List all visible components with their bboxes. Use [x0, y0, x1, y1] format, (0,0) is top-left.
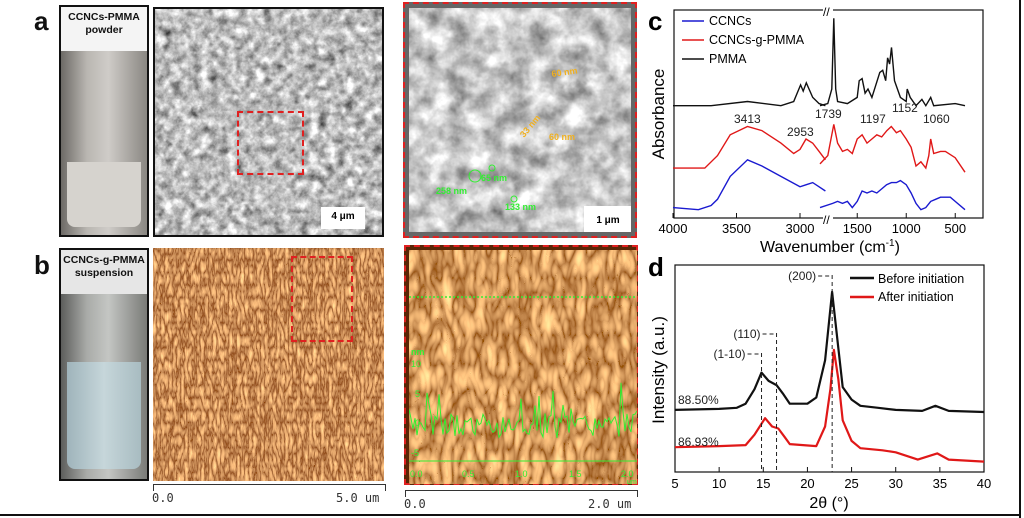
profile-xtick: 0.5 [462, 469, 475, 479]
afm-image-zoomed: nm 10 5 0 -5 0.0 0.5 1.0 1.5 2.0 μm [404, 245, 638, 485]
x-tick-label: 3500 [722, 221, 751, 236]
suspension-fill [67, 362, 141, 469]
crystallinity-label: 88.50% [678, 393, 719, 407]
plot-frame-d [674, 264, 985, 473]
profile-ytick: 5 [415, 389, 420, 399]
series-line-ccncs-g-pmma [819, 124, 966, 173]
x-tick-label: 5 [671, 476, 678, 491]
x-tick-label: 25 [844, 476, 858, 491]
scale-start: 0.0 [404, 497, 426, 511]
scale-start: 0.0 [152, 491, 174, 505]
vial-caption: CCNCs-PMMA powder [61, 7, 147, 51]
scale-bracket [405, 490, 638, 497]
height-profile: nm 10 5 0 -5 0.0 0.5 1.0 1.5 2.0 μm [409, 250, 637, 484]
series-line-pmma [673, 80, 826, 107]
legend-pmma: PMMA [709, 52, 747, 66]
profile-xtick: 1.0 [515, 469, 528, 479]
sem-image-zoomed: 60 nm 33 nm 60 nm 258 nm 65 nm 133 nm 1 … [403, 2, 637, 238]
profile-xtick: 1.5 [569, 469, 582, 479]
x-tick-label: 35 [933, 476, 947, 491]
scale-end: 2.0 um [588, 497, 632, 511]
zoom-region-box [237, 111, 304, 175]
size-annotation: 60 nm [549, 132, 575, 142]
legend-before-initiation: Before initiation [878, 272, 964, 286]
y-axis-label-d: Intensity (a.u.) [649, 316, 668, 424]
powder-fill [67, 162, 141, 227]
charts-area: c 4000 3500 3000 1500 1000 500 // // Wavenumb… [648, 5, 991, 512]
x-tick-label: 10 [712, 476, 726, 491]
profile-xtick: 2.0 [621, 469, 634, 479]
y-axis-label-c: Absorbance [649, 69, 668, 160]
size-annotation: 65 nm [481, 173, 507, 183]
series-line-before-initiation [674, 290, 985, 414]
zoom-region-box [291, 256, 353, 342]
peak-annotation: 2953 [787, 125, 814, 139]
legend-after-initiation: After initiation [878, 290, 954, 304]
figure-border-right [1019, 0, 1021, 518]
scale-bracket [153, 484, 386, 491]
profile-ytick: 0 [415, 418, 420, 428]
vial-photo-powder: CCNCs-PMMA powder [59, 5, 149, 237]
x-tick-label: 1500 [843, 221, 872, 236]
profile-xtick: 0.0 [410, 469, 423, 479]
peak-annotation: 3413 [734, 112, 761, 126]
caption-line: powder [85, 24, 123, 36]
scale-bar: 4 μm [321, 207, 365, 229]
afm-image-overview [153, 248, 384, 481]
profile-ytick: -5 [411, 448, 419, 458]
vial-photo-suspension: CCNCs-g-PMMA suspension [59, 248, 149, 481]
x-tick-label: 3000 [786, 221, 815, 236]
peak-annotation: 1060 [923, 112, 950, 126]
scale-end: 5.0 um [336, 491, 380, 505]
x-tick-label: 500 [944, 221, 966, 236]
legend-ccncs-g-pmma: CCNCs-g-PMMA [709, 33, 805, 47]
size-annotation: 133 nm [505, 202, 536, 212]
vial-caption: CCNCs-g-PMMA suspension [61, 250, 147, 294]
panel-label-d: d [648, 252, 664, 282]
peak-label: (110) [733, 327, 760, 341]
profile-ytick: 10 [411, 359, 421, 369]
panel-label-a: a [34, 6, 49, 36]
peak-annotation: 1152 [892, 101, 918, 115]
sem-image-overview: 4 μm [153, 7, 384, 237]
x-tick-label: 1000 [892, 221, 921, 236]
caption-line: suspension [74, 267, 134, 279]
x-tick-label: 15 [756, 476, 770, 491]
size-annotation: 60 nm [551, 65, 578, 79]
x-tick-label: 20 [800, 476, 814, 491]
peak-label: (1-10) [714, 347, 746, 361]
axis-break-mark: // [823, 213, 830, 227]
panel-label-b: b [34, 250, 50, 280]
legend-ccncs: CCNCs [709, 14, 751, 28]
peak-annotation: 1197 [860, 112, 886, 126]
caption-line: CCNCs-PMMA [68, 11, 140, 23]
figure-border-bottom [0, 514, 1021, 516]
scale-bar: 1 μm [596, 215, 619, 226]
axis-break-mark: // [823, 5, 830, 19]
series-line-ccncs [672, 158, 826, 211]
crystallinity-label: 86.93% [678, 435, 719, 449]
x-axis-label-d: 2θ (°) [809, 495, 848, 512]
profile-xunit: μm [627, 479, 637, 484]
peak-label: (200) [788, 269, 816, 283]
profile-line [409, 382, 637, 439]
x-tick-label: 30 [888, 476, 902, 491]
x-axis-label-c: Wavenumber (cm-1) [760, 238, 900, 256]
profile-unit: nm [411, 347, 425, 357]
x-tick-label: 40 [977, 476, 991, 491]
caption-line: CCNCs-g-PMMA [63, 254, 145, 266]
series-line-pmma [819, 18, 966, 108]
size-annotation: 258 nm [436, 186, 467, 196]
peak-annotation: 1739 [815, 107, 842, 121]
series-line-ccncs-g-pmma [673, 125, 826, 169]
series-line-ccncs [819, 179, 966, 211]
x-tick-label: 4000 [659, 221, 688, 236]
panel-label-c: c [648, 6, 662, 36]
